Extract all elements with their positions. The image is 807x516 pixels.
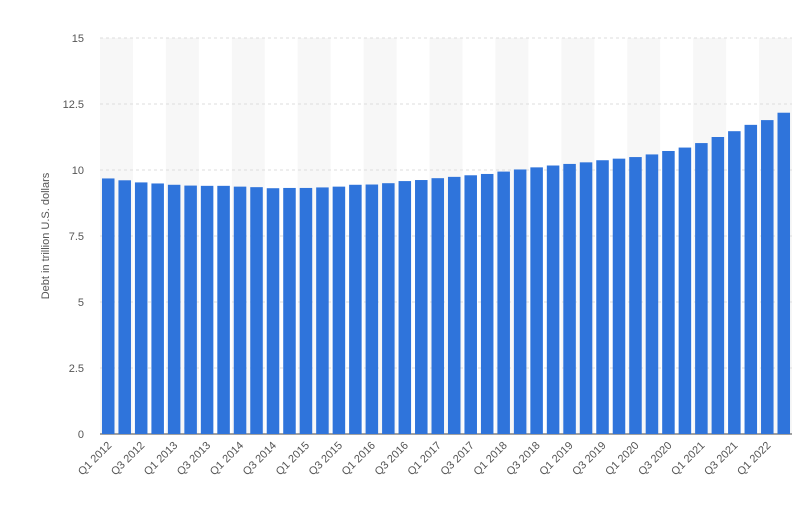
bar xyxy=(464,175,477,434)
y-tick-label: 10 xyxy=(72,165,84,177)
bar xyxy=(678,147,692,434)
y-tick-label: 12.5 xyxy=(63,99,84,111)
bar xyxy=(233,186,247,434)
y-tick-label: 0 xyxy=(78,429,84,441)
bar xyxy=(101,178,115,434)
bar xyxy=(563,163,576,435)
bar xyxy=(546,165,560,434)
x-tick-label: Q1 2021 xyxy=(669,440,707,478)
bar xyxy=(283,187,296,434)
y-tick-label: 2.5 xyxy=(69,363,84,375)
bar xyxy=(579,162,593,434)
x-tick-label: Q1 2012 xyxy=(76,440,114,478)
x-tick-label: Q1 2013 xyxy=(142,440,180,478)
bar xyxy=(349,184,362,434)
bar xyxy=(200,185,214,434)
bar xyxy=(167,184,181,434)
x-tick-label: Q3 2015 xyxy=(307,440,345,478)
y-tick-label: 15 xyxy=(72,33,84,45)
x-tick-label: Q1 2018 xyxy=(471,440,509,478)
x-tick-label: Q1 2017 xyxy=(406,440,444,478)
bar xyxy=(645,154,659,434)
bar xyxy=(777,112,791,434)
x-tick-label: Q1 2019 xyxy=(537,440,575,478)
bar xyxy=(299,187,313,434)
bar xyxy=(151,183,164,434)
bar xyxy=(217,185,230,434)
bar xyxy=(415,180,428,434)
bar xyxy=(728,131,741,434)
x-tick-label: Q1 2015 xyxy=(274,440,312,478)
x-tick-label: Q1 2020 xyxy=(603,440,641,478)
bar xyxy=(118,180,131,434)
x-tick-label: Q1 2014 xyxy=(208,440,246,478)
x-tick-label: Q1 2016 xyxy=(340,440,378,478)
bar xyxy=(447,176,461,434)
bar xyxy=(134,182,148,434)
x-tick-label: Q3 2016 xyxy=(373,440,411,478)
bar xyxy=(332,186,346,434)
bar xyxy=(365,184,379,434)
bar xyxy=(497,171,510,435)
bar xyxy=(612,158,626,434)
bar xyxy=(629,157,642,434)
x-tick-label: Q3 2018 xyxy=(504,440,542,478)
y-tick-label: 7.5 xyxy=(69,231,84,243)
bar xyxy=(711,137,725,434)
bar xyxy=(695,143,708,434)
bar xyxy=(480,173,494,434)
bar xyxy=(382,183,395,434)
y-axis-label: Debt in trillion U.S. dollars xyxy=(40,172,52,299)
bar xyxy=(530,167,543,435)
bar xyxy=(662,150,675,434)
x-tick-label: Q1 2022 xyxy=(735,440,773,478)
x-tick-label: Q3 2014 xyxy=(241,440,279,478)
bar xyxy=(316,187,329,434)
bar xyxy=(250,187,263,434)
bar xyxy=(431,178,445,434)
x-tick-label: Q3 2013 xyxy=(175,440,213,478)
bar xyxy=(596,160,609,434)
bar xyxy=(266,188,280,434)
x-tick-label: Q3 2020 xyxy=(636,440,674,478)
x-tick-label: Q3 2017 xyxy=(439,440,477,478)
bar xyxy=(761,120,774,434)
bar xyxy=(184,185,197,434)
x-tick-label: Q3 2021 xyxy=(702,440,740,478)
bar xyxy=(744,124,758,434)
bar xyxy=(398,181,412,434)
y-tick-label: 5 xyxy=(78,297,84,309)
x-tick-label: Q3 2012 xyxy=(109,440,147,478)
bar xyxy=(513,169,527,435)
x-tick-label: Q3 2019 xyxy=(570,440,608,478)
